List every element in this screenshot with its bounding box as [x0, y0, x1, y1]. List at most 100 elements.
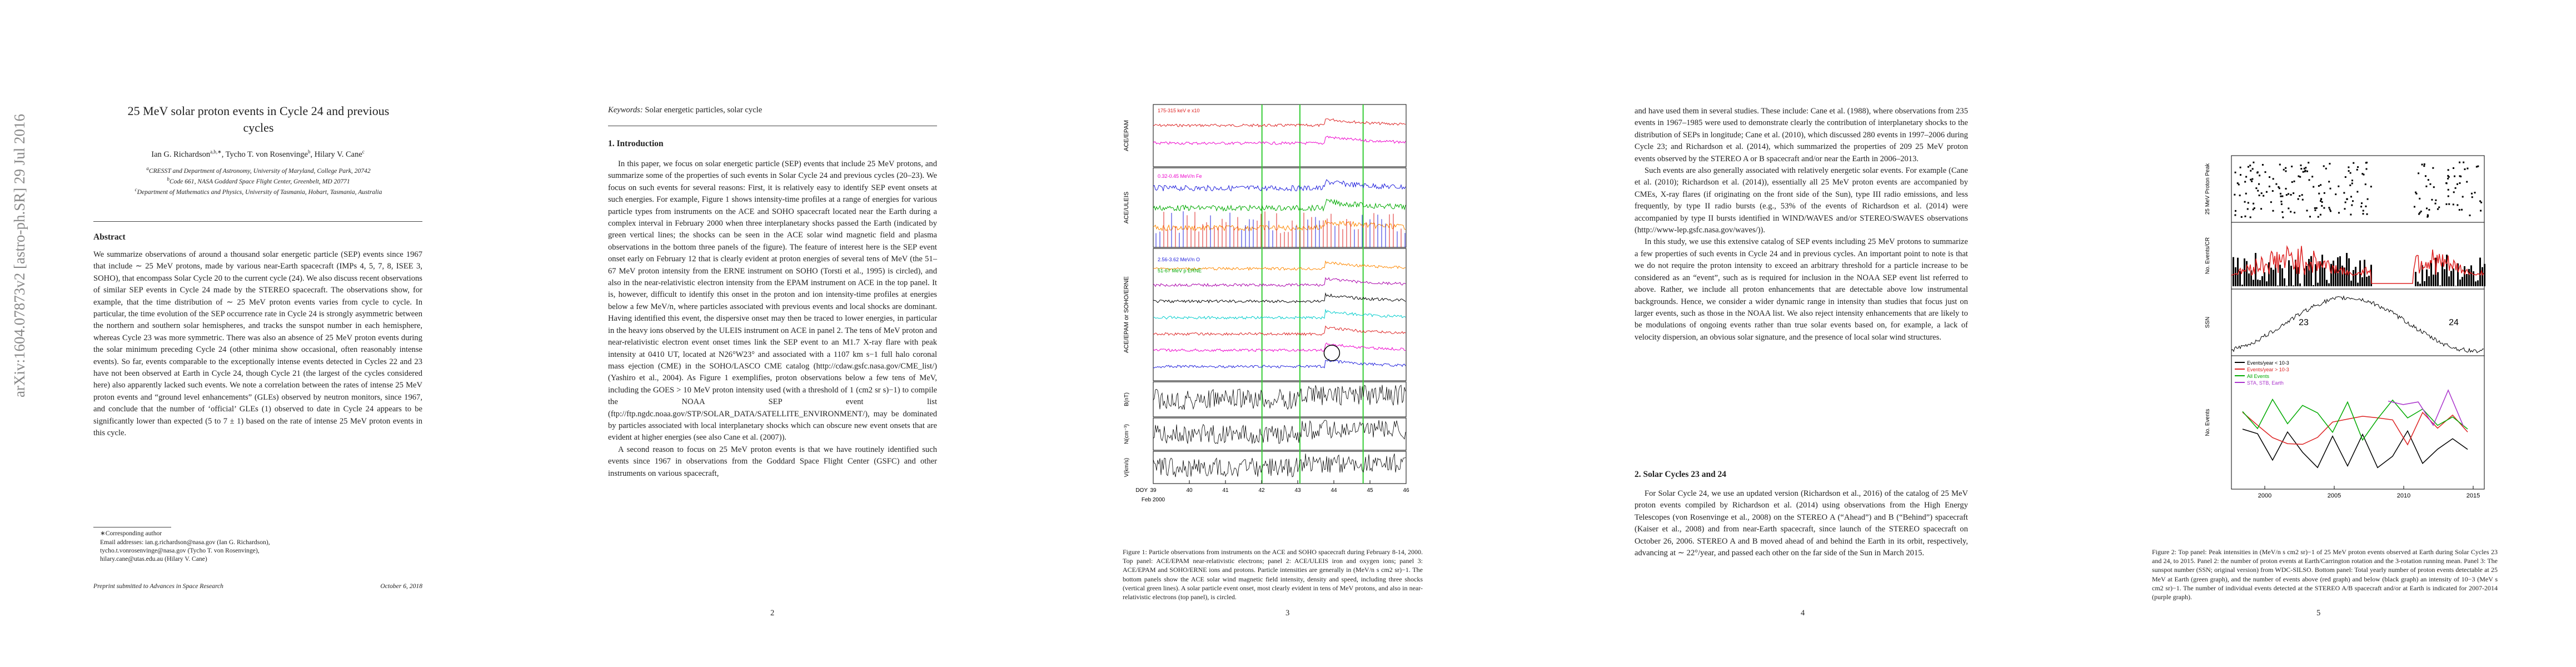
axis-label: B(nT): [1124, 392, 1130, 406]
plot-trace: [2231, 295, 2484, 354]
affiliation-mark: b: [167, 176, 170, 182]
histogram-bar: [2319, 261, 2321, 286]
histogram-bar: [2437, 272, 2439, 286]
scatter-point: [2434, 202, 2437, 205]
scatter-point: [2475, 166, 2478, 168]
affiliation-list: aCRESST and Department of Astronomy, Uni…: [111, 165, 406, 196]
scatter-point: [2281, 195, 2284, 197]
author-list: Ian G. Richardsona,b,∗, Tycho T. von Ros…: [151, 149, 365, 159]
scatter-point: [2240, 216, 2243, 218]
x-tick-label: 2000: [2258, 492, 2271, 499]
scatter-point: [2460, 175, 2462, 177]
abstract: We summarize observations of around a th…: [93, 250, 422, 438]
histogram-bar: [2273, 270, 2274, 286]
scatter-point: [2311, 176, 2314, 178]
plot-trace: [1153, 385, 1406, 410]
page-number: 5: [2316, 609, 2321, 618]
scatter-point: [2244, 181, 2246, 183]
axis-label: ACE/EPAM or SOHO/ERNE: [1123, 276, 1130, 353]
histogram-bar: [2299, 283, 2301, 286]
scatter-point: [2318, 192, 2320, 195]
scatter-point: [2288, 193, 2290, 195]
page-number: 3: [1285, 609, 1290, 618]
scatter-point: [2363, 173, 2365, 176]
scatter-point: [2236, 182, 2239, 185]
plot-trace: [1153, 118, 1406, 128]
scatter-point: [2344, 201, 2346, 203]
figure-2: 25 MeV Proton Peak No. Events/CR SSN No. Ev…: [2205, 155, 2485, 499]
scatter-point: [2423, 165, 2425, 167]
histogram-bar: [2268, 262, 2270, 286]
histogram-bar: [2453, 268, 2454, 286]
histogram-bar: [2448, 276, 2450, 286]
histogram-bar: [2470, 265, 2472, 286]
author-affiliation-mark: c: [362, 149, 365, 155]
scatter-point: [2234, 210, 2236, 212]
histogram-bar: [2428, 276, 2430, 286]
scatter-point: [2269, 176, 2271, 178]
scatter-point: [2346, 198, 2348, 200]
histogram-bar: [2341, 265, 2343, 286]
plot-frame: [1153, 381, 1407, 417]
plot-frame: [1153, 248, 1407, 381]
scatter-point: [2338, 185, 2340, 187]
scatter-point: [2272, 210, 2274, 212]
scatter-point: [2360, 202, 2363, 205]
scatter-point: [2366, 213, 2368, 215]
histogram-bar: [2313, 285, 2314, 286]
histogram-bar: [2328, 283, 2330, 286]
histogram-bar: [2288, 260, 2290, 286]
scatter-point: [2265, 191, 2268, 193]
paragraph: and have used them in several studies. T…: [1635, 107, 1968, 163]
scatter-point: [2419, 197, 2421, 200]
histogram-bar: [2275, 264, 2276, 286]
plot-trace: [2242, 411, 2468, 446]
plot-trace: [1153, 220, 1406, 232]
scatter-point: [2321, 205, 2323, 207]
scatter-point: [2423, 163, 2425, 165]
scatter-point: [2353, 162, 2355, 164]
scatter-point: [2308, 162, 2310, 164]
scatter-point: [2234, 193, 2236, 196]
affiliation: aCRESST and Department of Astronomy, Uni…: [111, 165, 406, 175]
histogram-bar: [2484, 263, 2485, 286]
histogram-bar: [2464, 266, 2465, 286]
scatter-point: [2329, 210, 2331, 212]
scatter-point: [2297, 198, 2299, 200]
footer-right: October 6, 2018: [380, 583, 422, 590]
scatter-point: [2447, 177, 2449, 180]
scatter-point: [2305, 167, 2307, 169]
scatter-point: [2453, 191, 2455, 193]
scatter-point: [2329, 208, 2331, 211]
scatter-point: [2351, 204, 2353, 206]
scatter-point: [2239, 166, 2241, 168]
histogram-bar: [2457, 263, 2459, 286]
plot-trace: [1153, 179, 1406, 192]
histogram-bar: [2424, 281, 2425, 286]
scatter-point: [2426, 207, 2428, 210]
plot-frame: [2231, 355, 2485, 490]
histogram-bar: [2462, 277, 2463, 286]
histogram-bar: [2257, 280, 2259, 286]
histogram-bar: [2259, 280, 2261, 286]
scatter-point: [2313, 186, 2315, 188]
x-tick-label: 2010: [2397, 492, 2410, 499]
histogram-bar: [2415, 272, 2416, 286]
section-heading: 2. Solar Cycles 23 and 24: [1635, 470, 1727, 479]
scatter-point: [2445, 203, 2448, 205]
scatter-point: [2349, 184, 2351, 186]
histogram-bar: [2339, 256, 2341, 286]
scatter-point: [2447, 188, 2449, 191]
scatter-point: [2244, 215, 2246, 217]
scatter-point: [2461, 208, 2463, 211]
scatter-point: [2258, 195, 2260, 197]
scatter-point: [2344, 208, 2346, 210]
scatter-point: [2419, 212, 2421, 214]
plot-frame: [1153, 417, 1407, 451]
scatter-point: [2348, 170, 2350, 172]
scatter-point: [2315, 207, 2318, 209]
scatter-point: [2290, 211, 2292, 213]
histogram-bar: [2433, 275, 2434, 286]
abstract-heading: Abstract: [93, 232, 126, 242]
scatter-point: [2268, 186, 2270, 188]
